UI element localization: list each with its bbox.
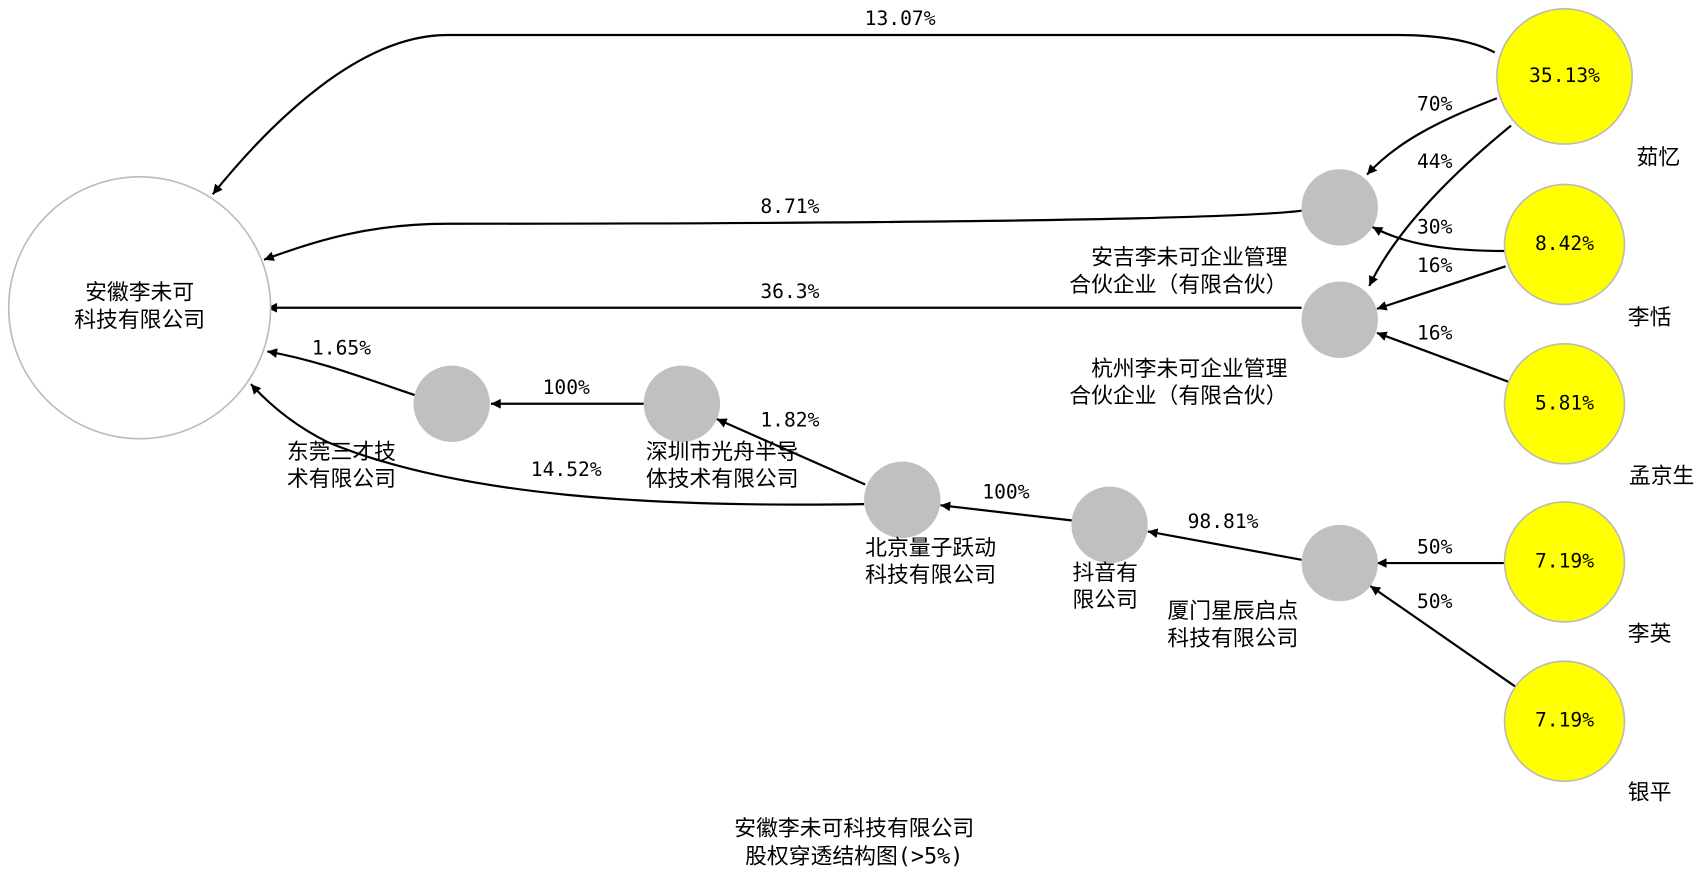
edge-label: 13.07% — [865, 7, 936, 30]
company-node — [1301, 169, 1378, 246]
edge-arrow — [716, 418, 866, 486]
person-name: 李恬 — [1628, 306, 1672, 331]
edge-label: 50% — [1417, 590, 1453, 613]
edge-label: 14.52% — [531, 458, 602, 481]
company-node — [1301, 281, 1378, 358]
company-node — [413, 365, 490, 442]
company-label: 科技有限公司 — [1167, 626, 1298, 651]
company-label: 合伙企业（有限合伙） — [1069, 273, 1287, 298]
edge-arrow — [1371, 226, 1506, 253]
edge-label: 1.82% — [760, 409, 819, 432]
edge-arrow — [1369, 585, 1518, 689]
company-label: 限公司 — [1072, 588, 1137, 613]
edge-arrow — [1368, 124, 1512, 287]
edge-label: 44% — [1417, 150, 1453, 173]
company-label: 体技术有限公司 — [646, 467, 799, 492]
edge-arrow — [1147, 528, 1302, 561]
edge-label: 70% — [1417, 92, 1453, 115]
person-node — [1503, 501, 1626, 623]
edge-label: 100% — [543, 376, 590, 399]
edge-label: 50% — [1417, 535, 1453, 558]
person-node — [1503, 660, 1626, 783]
nodes — [7, 7, 1633, 783]
person-node — [1496, 7, 1633, 145]
edge-label: 8.71% — [760, 195, 819, 218]
person-node — [1503, 342, 1626, 465]
company-label: 安徽李未可 — [85, 281, 194, 306]
company-label: 深圳市光舟半导 — [646, 440, 799, 465]
person-share: 5.81% — [1535, 391, 1594, 414]
edge-arrow — [211, 33, 1496, 195]
person-name: 茹忆 — [1637, 145, 1681, 170]
person-share: 8.42% — [1535, 232, 1594, 255]
edge-label: 16% — [1417, 321, 1453, 344]
company-node — [1071, 486, 1148, 564]
target-company — [7, 176, 272, 440]
company-label: 厦门星辰启点 — [1167, 599, 1298, 624]
edge-label: 1.65% — [312, 337, 371, 360]
company-label: 科技有限公司 — [74, 308, 205, 333]
edge-label: 100% — [982, 481, 1029, 504]
diagram-title: 安徽李未可科技有限公司 — [734, 816, 974, 841]
company-label: 东莞三才技 — [287, 440, 396, 465]
person-node — [1503, 183, 1626, 306]
edge-label: 98.81% — [1188, 510, 1259, 533]
edge-label: 36.3% — [760, 280, 819, 303]
edge-arrow — [940, 501, 1073, 522]
person-name: 李英 — [1628, 622, 1672, 647]
edge-arrow — [1366, 97, 1498, 176]
edge-arrow — [1376, 265, 1506, 311]
diagram-title: 股权穿透结构图(>5%) — [745, 845, 963, 870]
company-label: 术有限公司 — [287, 467, 396, 492]
edge-arrow — [263, 209, 1302, 261]
company-node — [643, 365, 721, 442]
edge-label: 16% — [1417, 254, 1453, 277]
company-label: 合伙企业（有限合伙） — [1069, 384, 1287, 409]
company-label: 抖音有 — [1072, 561, 1137, 586]
edge-arrow — [250, 383, 865, 506]
edge-arrow — [267, 348, 415, 397]
company-label: 安吉李未可企业管理 — [1091, 246, 1287, 271]
edge-label: 30% — [1417, 216, 1453, 239]
company-node — [1301, 524, 1378, 602]
company-label: 科技有限公司 — [865, 563, 996, 588]
labels: 13.07% 70% 44% 8.71% 30% 16% 16% 36.3% 1.65% 100%… — [74, 7, 1694, 869]
company-node — [864, 461, 941, 538]
person-name: 银平 — [1628, 780, 1672, 805]
person-share: 7.19% — [1535, 709, 1594, 732]
edges — [211, 33, 1518, 689]
company-label: 杭州李未可企业管理 — [1091, 357, 1287, 382]
person-share: 35.13% — [1529, 64, 1600, 87]
edge-arrow — [1376, 331, 1510, 383]
person-name: 孟京生 — [1629, 464, 1694, 489]
company-label: 北京量子跃动 — [865, 536, 996, 561]
person-share: 7.19% — [1535, 549, 1594, 572]
